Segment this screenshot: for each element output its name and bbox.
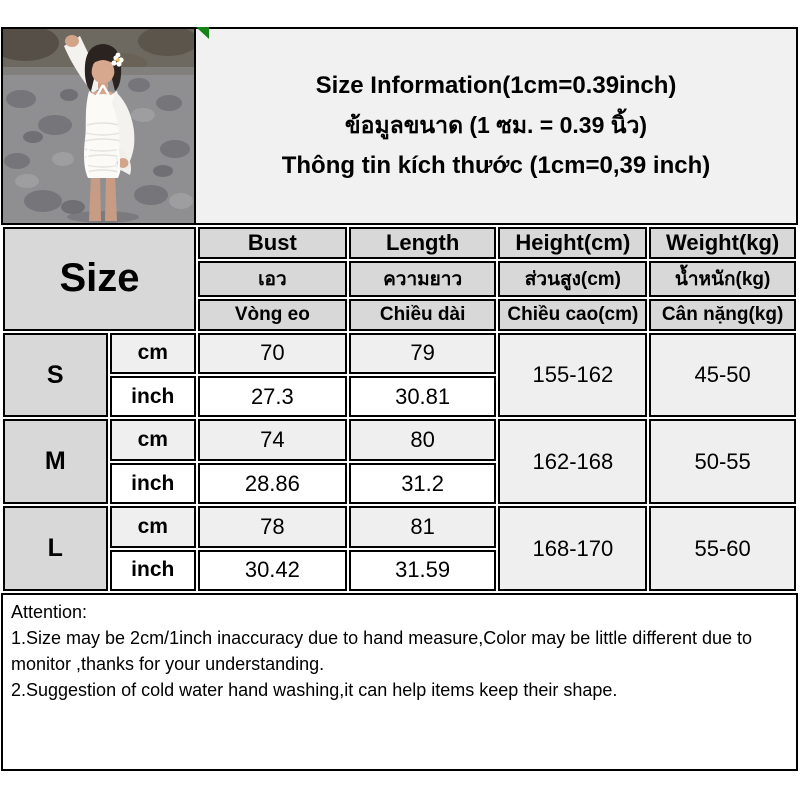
cell-m-cm-length: 80	[348, 419, 497, 461]
cell-m-weight: 50-55	[649, 419, 796, 505]
cell-s-height: 155-162	[498, 332, 648, 418]
cobblestones-light	[15, 108, 193, 209]
header-bust-vi: Vòng eo	[197, 298, 347, 331]
attention-note-2: 2.Suggestion of cold water hand washing,…	[11, 680, 618, 701]
title-band: Size Information(1cm=0.39inch) ข้อมูลขนา…	[194, 27, 798, 225]
model-figure	[64, 35, 135, 221]
unit-inch: inch	[109, 549, 196, 591]
unit-cm: cm	[109, 332, 196, 375]
size-table-section: Size Bust Length Height(cm) Weight(kg) เ…	[1, 225, 798, 593]
header-height-th: ส่วนสูง(cm)	[498, 260, 648, 297]
hanging-sleeve	[112, 91, 135, 161]
drawstrings	[86, 146, 120, 178]
unit-inch: inch	[109, 376, 196, 418]
row-m-cm: M cm 74 80 162-168 50-55	[3, 419, 796, 505]
header-row-vietnamese: Vòng eo Chiều dài Chiều cao(cm) Cân nặng…	[3, 298, 796, 331]
cell-m-cm-bust: 74	[197, 419, 347, 461]
header-row-thai: เอว ความยาว ส่วนสูง(cm) น้ำหนัก(kg)	[3, 260, 796, 297]
unit-cm: cm	[109, 419, 196, 461]
cell-m-inch-length: 31.2	[348, 462, 497, 505]
row-l-inch: inch 30.42 31.59	[3, 549, 796, 591]
cell-s-weight: 45-50	[649, 332, 796, 418]
size-label-l: L	[3, 506, 108, 591]
cell-l-inch-length: 31.59	[348, 549, 497, 591]
title-english: Size Information(1cm=0.39inch)	[315, 72, 677, 99]
product-photo-illustration	[3, 29, 194, 223]
attention-heading: Attention:	[11, 602, 88, 622]
header-length-en: Length	[348, 227, 497, 259]
header-length-vi: Chiều dài	[348, 298, 497, 331]
size-label-s: S	[3, 332, 108, 418]
title-vietnamese: Thông tin kích thước (1cm=0,39 inch)	[281, 152, 711, 179]
size-table: Size Bust Length Height(cm) Weight(kg) เ…	[1, 225, 798, 593]
cell-m-height: 162-168	[498, 419, 648, 505]
hair-flower-icon	[111, 52, 124, 67]
header-length-th: ความยาว	[348, 260, 497, 297]
attention-section: Attention: 1.Size may be 2cm/1inch inacc…	[1, 593, 798, 771]
row-m-inch: inch 28.86 31.2	[3, 462, 796, 505]
size-header-cell: Size	[3, 227, 196, 331]
cell-l-weight: 55-60	[649, 506, 796, 591]
cell-m-inch-bust: 28.86	[197, 462, 347, 505]
cell-s-inch-length: 30.81	[348, 376, 497, 418]
row-s-inch: inch 27.3 30.81	[3, 376, 796, 418]
header-weight-en: Weight(kg)	[649, 227, 796, 259]
header-bust-en: Bust	[197, 227, 347, 259]
header-height-vi: Chiều cao(cm)	[498, 298, 648, 331]
row-l-cm: L cm 78 81 168-170 55-60	[3, 506, 796, 591]
cell-s-inch-bust: 27.3	[197, 376, 347, 418]
header-weight-th: น้ำหนัก(kg)	[649, 260, 796, 297]
header-row-english: Size Bust Length Height(cm) Weight(kg)	[3, 227, 796, 331]
cell-l-cm-bust: 78	[197, 506, 347, 548]
cell-l-cm-length: 81	[348, 506, 497, 548]
cell-s-cm-length: 79	[348, 332, 497, 375]
product-photo	[1, 27, 196, 225]
dress-ruching	[84, 122, 122, 173]
title-thai: ข้อมูลขนาด (1 ซม. = 0.39 นิ้ว)	[344, 112, 648, 138]
figure-shadow	[67, 211, 139, 223]
cell-l-height: 168-170	[498, 506, 648, 591]
cell-s-cm-bust: 70	[197, 332, 347, 375]
header-bust-th: เอว	[197, 260, 347, 297]
cell-l-inch-bust: 30.42	[197, 549, 347, 591]
size-label-m: M	[3, 419, 108, 505]
attention-note-1: 1.Size may be 2cm/1inch inaccuracy due t…	[11, 628, 753, 675]
cobblestones-dark	[4, 78, 190, 212]
face	[91, 58, 115, 84]
header-height-en: Height(cm)	[498, 227, 648, 259]
unit-inch: inch	[109, 462, 196, 505]
row-s-cm: S cm 70 79 155-162 45-50	[3, 332, 796, 418]
unit-cm: cm	[109, 506, 196, 548]
header-weight-vi: Cân nặng(kg)	[649, 298, 796, 331]
